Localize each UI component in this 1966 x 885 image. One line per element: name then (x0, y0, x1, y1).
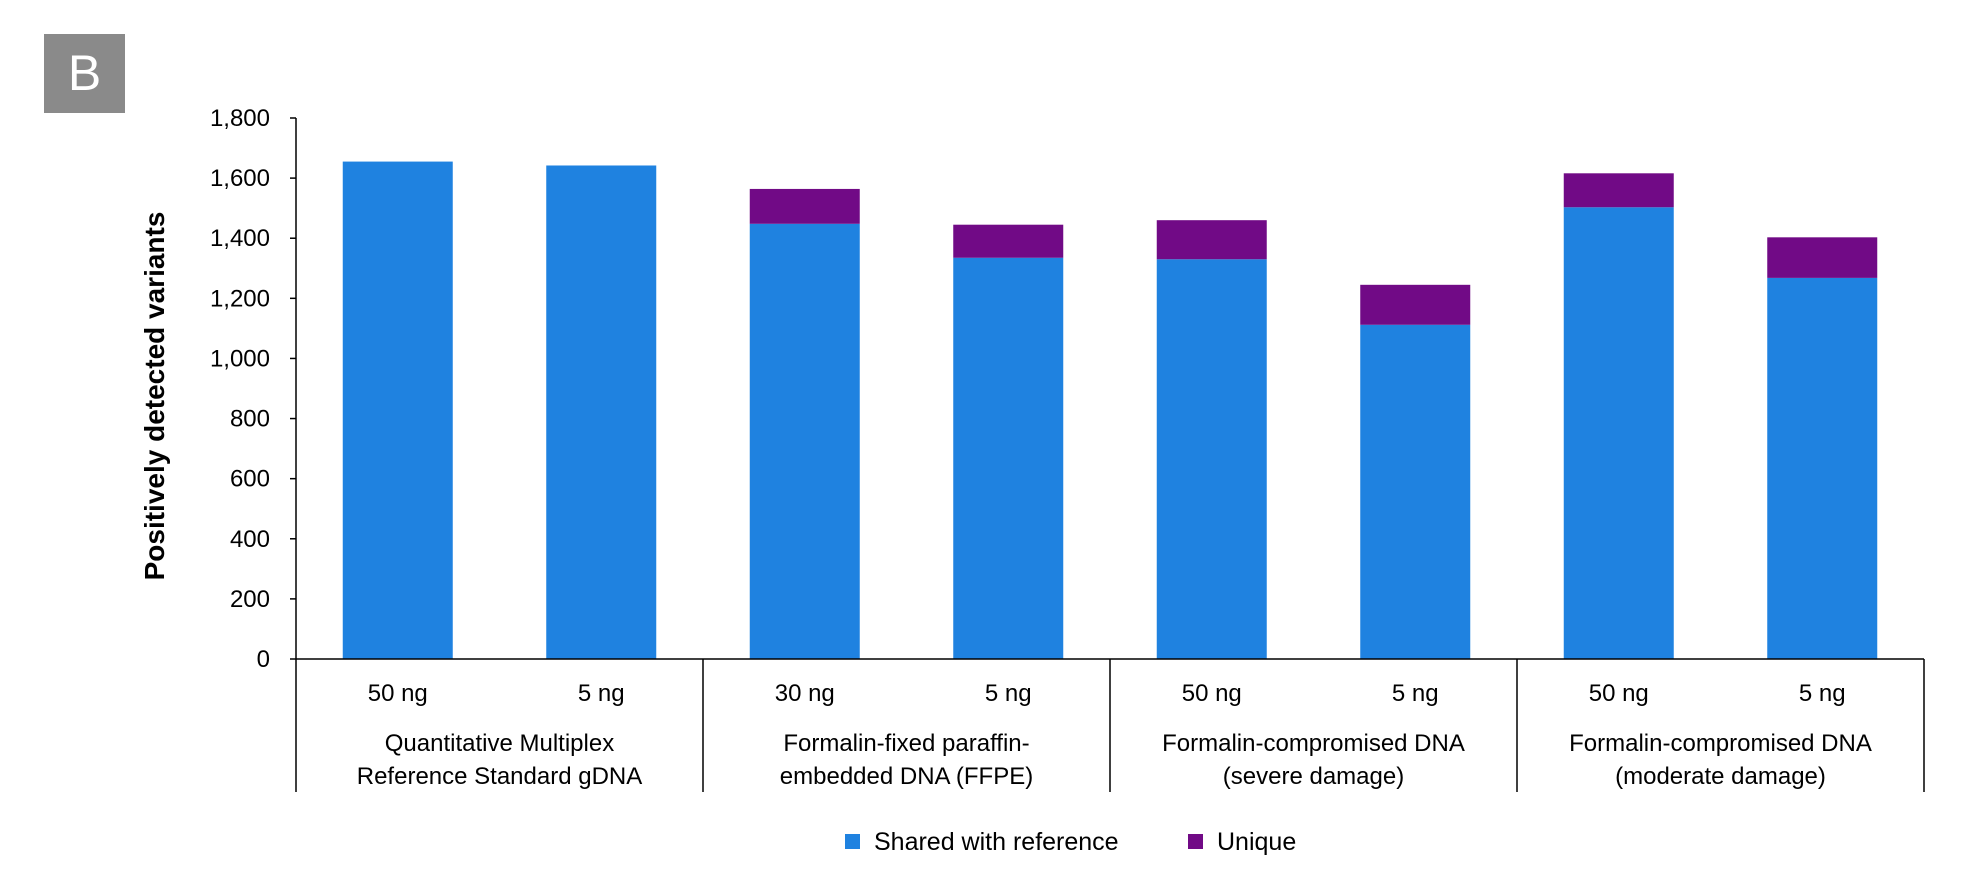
legend: Shared with reference Unique (845, 828, 1296, 856)
x-group-label: Formalin-fixed paraffin- (783, 730, 1029, 757)
x-group-label: Quantitative Multiplex (385, 730, 614, 757)
legend-swatch-shared (845, 834, 860, 849)
x-category-label: 5 ng (578, 680, 625, 707)
y-axis-title: Positively detected variants (139, 212, 170, 581)
y-tick-label: 200 (230, 586, 270, 613)
bar-shared-with-reference (953, 257, 1064, 659)
bar-unique (953, 224, 1064, 258)
bar-shared-with-reference (1563, 207, 1674, 659)
legend-swatch-unique (1188, 834, 1203, 849)
bar-shared-with-reference (1360, 324, 1471, 659)
bar-shared-with-reference (342, 161, 453, 659)
y-tick-label: 0 (257, 646, 270, 673)
x-group-label: embedded DNA (FFPE) (780, 763, 1033, 790)
x-group-label: Reference Standard gDNA (357, 763, 643, 790)
x-category-label: 50 ng (1182, 680, 1242, 707)
bar-shared-with-reference (546, 165, 657, 659)
bar-unique (749, 188, 860, 224)
bar-shared-with-reference (1767, 277, 1878, 659)
y-tick-label: 1,000 (210, 345, 270, 372)
x-category-label: 5 ng (985, 680, 1032, 707)
bar-shared-with-reference (749, 223, 860, 659)
y-tick-label: 400 (230, 526, 270, 553)
x-category-label: 5 ng (1392, 680, 1439, 707)
x-group-label: (severe damage) (1223, 763, 1404, 790)
panel-badge: B (44, 34, 125, 113)
y-tick-label: 600 (230, 466, 270, 493)
y-tick-label: 1,800 (210, 105, 270, 132)
y-tick-label: 1,200 (210, 285, 270, 312)
y-tick-label: 1,400 (210, 225, 270, 252)
x-category-label: 5 ng (1799, 680, 1846, 707)
bars (342, 161, 1878, 659)
bar-unique (1563, 173, 1674, 208)
x-axis: 50 ng 5 ng 30 ng 5 ng 50 ng 5 ng 50 ng 5 ng Quan… (295, 658, 1925, 792)
x-category-label: 50 ng (368, 680, 428, 707)
y-axis: 0 200 400 600 800 1,000 1,200 1,400 1,600 1,800 (210, 105, 297, 673)
bar-unique (1360, 284, 1471, 325)
bar-unique (1156, 220, 1267, 260)
legend-label-unique: Unique (1217, 828, 1296, 856)
x-group-label: Formalin-compromised DNA (1162, 730, 1465, 757)
bar-unique (1767, 237, 1878, 278)
bar-shared-with-reference (1156, 259, 1267, 659)
y-tick-label: 1,600 (210, 165, 270, 192)
legend-label-shared: Shared with reference (874, 828, 1119, 856)
x-category-label: 30 ng (775, 680, 835, 707)
x-group-label: (moderate damage) (1615, 763, 1826, 790)
x-group-label: Formalin-compromised DNA (1569, 730, 1872, 757)
y-tick-label: 800 (230, 406, 270, 433)
x-category-label: 50 ng (1589, 680, 1649, 707)
